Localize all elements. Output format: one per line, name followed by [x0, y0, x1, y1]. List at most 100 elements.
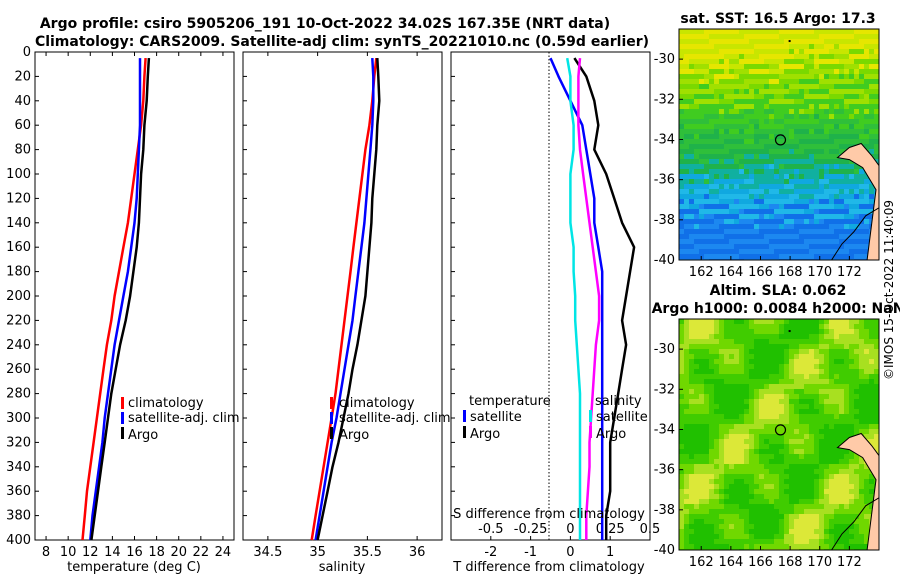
heatmap-cell [744, 364, 750, 370]
heatmap-cell [679, 199, 685, 205]
heatmap-cell [734, 349, 740, 355]
heatmap-cell [739, 239, 745, 245]
heatmap-cell [799, 324, 805, 330]
heatmap-cell [714, 34, 720, 40]
heatmap-cell [679, 389, 685, 395]
heatmap-cell [784, 44, 790, 50]
heatmap-cell [844, 399, 850, 405]
heatmap-cell [849, 514, 855, 520]
heatmap-cell [839, 529, 845, 535]
norfolk-island [788, 40, 791, 43]
heatmap-cell [709, 159, 715, 165]
heatmap-cell [709, 124, 715, 130]
heatmap-cell [699, 209, 705, 215]
heatmap-cell [709, 354, 715, 360]
heatmap-cell [769, 329, 775, 335]
heatmap-cell [689, 34, 695, 40]
heatmap-cell [679, 384, 685, 390]
heatmap-cell [789, 94, 795, 100]
heatmap-cell [824, 319, 830, 325]
heatmap-cell [739, 124, 745, 130]
heatmap-cell [764, 99, 770, 105]
heatmap-cell [754, 439, 760, 445]
heatmap-cell [874, 324, 879, 330]
heatmap-cell [764, 139, 770, 145]
heatmap-cell [679, 409, 685, 415]
heatmap-cell [739, 109, 745, 115]
heatmap-cell [844, 534, 850, 540]
heatmap-cell [699, 414, 705, 420]
heatmap-cell [809, 399, 815, 405]
heatmap-cell [799, 529, 805, 535]
heatmap-cell [834, 39, 840, 45]
heatmap-cell [704, 224, 710, 230]
heatmap-cell [794, 29, 800, 35]
heatmap-cell [864, 194, 870, 200]
heatmap-cell [869, 349, 875, 355]
heatmap-cell [729, 409, 735, 415]
heatmap-cell [849, 89, 855, 95]
heatmap-cell [799, 84, 805, 90]
heatmap-cell [699, 434, 705, 440]
heatmap-cell [724, 219, 730, 225]
heatmap-cell [704, 499, 710, 505]
heatmap-cell [679, 334, 685, 340]
heatmap-cell [749, 464, 755, 470]
heatmap-cell [759, 64, 765, 70]
heatmap-cell [769, 249, 775, 255]
heatmap-cell [839, 134, 845, 140]
heatmap-cell [709, 454, 715, 460]
heatmap-cell [784, 159, 790, 165]
heatmap-cell [774, 39, 780, 45]
heatmap-cell [844, 119, 850, 125]
heatmap-cell [769, 204, 775, 210]
heatmap-cell [699, 364, 705, 370]
heatmap-cell [814, 54, 820, 60]
heatmap-cell [694, 119, 700, 125]
heatmap-cell [769, 159, 775, 165]
heatmap-cell [789, 74, 795, 80]
heatmap-cell [864, 339, 870, 345]
heatmap-cell [839, 494, 845, 500]
heatmap-cell [789, 109, 795, 115]
y-tick-label: 80 [14, 143, 31, 158]
heatmap-cell [699, 194, 705, 200]
heatmap-cell [704, 84, 710, 90]
heatmap-cell [714, 454, 720, 460]
heatmap-cell [789, 149, 795, 155]
heatmap-cell [729, 219, 735, 225]
heatmap-cell [789, 154, 795, 160]
heatmap-cell [754, 334, 760, 340]
heatmap-cell [774, 484, 780, 490]
heatmap-cell [699, 484, 705, 490]
heatmap-cell [819, 489, 825, 495]
heatmap-cell [689, 74, 695, 80]
heatmap-cell [729, 59, 735, 65]
heatmap-cell [839, 329, 845, 335]
heatmap-cell [684, 399, 690, 405]
heatmap-cell [874, 414, 879, 420]
heatmap-cell [864, 399, 870, 405]
heatmap-cell [799, 419, 805, 425]
heatmap-cell [684, 49, 690, 55]
heatmap-cell [754, 159, 760, 165]
heatmap-cell [869, 99, 875, 105]
heatmap-cell [749, 379, 755, 385]
heatmap-cell [769, 444, 775, 450]
heatmap-cell [769, 354, 775, 360]
heatmap-cell [684, 414, 690, 420]
heatmap-cell [699, 174, 705, 180]
heatmap-cell [804, 529, 810, 535]
heatmap-cell [844, 109, 850, 115]
heatmap-cell [784, 249, 790, 255]
heatmap-cell [874, 434, 879, 440]
heatmap-cell [684, 439, 690, 445]
heatmap-cell [694, 319, 700, 325]
heatmap-cell [844, 504, 850, 510]
heatmap-cell [709, 129, 715, 135]
heatmap-cell [779, 154, 785, 160]
heatmap-cell [739, 174, 745, 180]
heatmap-cell [714, 489, 720, 495]
heatmap-cell [804, 514, 810, 520]
heatmap-cell [779, 399, 785, 405]
